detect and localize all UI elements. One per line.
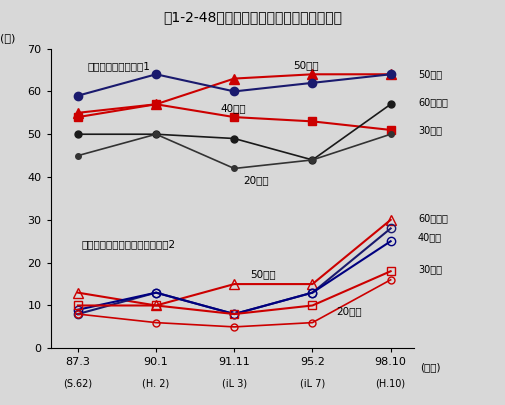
- Text: 40歳代: 40歳代: [220, 103, 246, 113]
- Text: (iL 3): (iL 3): [222, 379, 247, 389]
- Text: 「関心がある」注）1: 「関心がある」注）1: [87, 62, 150, 71]
- Text: 30歳代: 30歳代: [418, 264, 442, 274]
- Text: (％): (％): [0, 33, 15, 43]
- Text: 20歳代: 20歳代: [243, 175, 269, 185]
- Text: (H.10): (H.10): [376, 379, 406, 389]
- Text: 50歳代: 50歳代: [250, 270, 276, 280]
- Text: (iL 7): (iL 7): [300, 379, 325, 389]
- Text: 50歳代: 50歳代: [293, 60, 319, 70]
- Text: 40歳代: 40歳代: [418, 232, 442, 242]
- Text: 60歳以上: 60歳以上: [418, 97, 448, 107]
- Text: (S.62): (S.62): [63, 379, 92, 389]
- Text: 20歳代: 20歳代: [336, 306, 362, 316]
- Text: 50歳代: 50歳代: [418, 69, 442, 79]
- Text: (H. 2): (H. 2): [142, 379, 170, 389]
- Text: (年月): (年月): [420, 362, 440, 372]
- Text: 「（非常に）関心がある」注）2: 「（非常に）関心がある」注）2: [82, 239, 176, 249]
- Text: 60歳以上: 60歳以上: [418, 213, 448, 223]
- Text: 第1-2-48図　科学技術に関する関心の推移: 第1-2-48図 科学技術に関する関心の推移: [163, 10, 342, 24]
- Text: 30歳代: 30歳代: [418, 125, 442, 135]
